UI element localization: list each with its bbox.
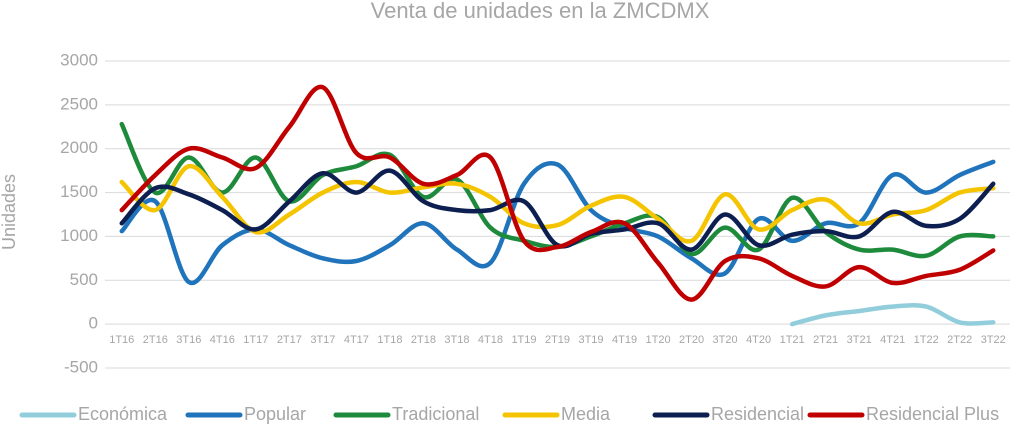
y-tick-label: 1000 bbox=[60, 226, 98, 245]
series-line bbox=[119, 168, 996, 252]
legend-label: Popular bbox=[244, 404, 306, 424]
x-tick-label: 1T20 bbox=[646, 334, 671, 346]
y-tick-label: 0 bbox=[89, 314, 98, 333]
x-tick-label: 1T18 bbox=[377, 334, 402, 346]
y-tick-label: 2000 bbox=[60, 138, 98, 157]
chart-title: Venta de unidades en la ZMCDMX bbox=[371, 0, 710, 23]
x-tick-label: 1T22 bbox=[914, 334, 939, 346]
x-tick-label: 4T20 bbox=[746, 334, 771, 346]
x-tick-label: 4T18 bbox=[478, 334, 503, 346]
legend-label: Tradicional bbox=[392, 404, 479, 424]
x-tick-label: 1T19 bbox=[511, 334, 536, 346]
y-tick-label: 1500 bbox=[60, 182, 98, 201]
y-tick-label: -500 bbox=[64, 357, 98, 376]
x-tick-label: 3T18 bbox=[444, 334, 469, 346]
x-tick-label: 2T17 bbox=[277, 334, 302, 346]
x-tick-label: 3T22 bbox=[981, 334, 1006, 346]
x-tick-label: 4T17 bbox=[344, 334, 369, 346]
x-tick-label: 2T19 bbox=[545, 334, 570, 346]
legend-label: Residencial bbox=[711, 404, 804, 424]
legend-label: Residencial Plus bbox=[866, 404, 999, 424]
x-tick-label: 3T17 bbox=[310, 334, 335, 346]
x-tick-label: 2T21 bbox=[813, 334, 838, 346]
y-tick-label: 3000 bbox=[60, 50, 98, 69]
x-tick-label: 2T16 bbox=[143, 334, 168, 346]
series-line bbox=[119, 84, 996, 302]
series-line bbox=[789, 303, 996, 327]
x-tick-label: 2T20 bbox=[679, 334, 704, 346]
x-tick-label: 1T17 bbox=[243, 334, 268, 346]
series-line bbox=[119, 164, 996, 244]
y-tick-label: 500 bbox=[70, 270, 98, 289]
x-tick-label: 4T16 bbox=[210, 334, 235, 346]
x-tick-label: 4T21 bbox=[880, 334, 905, 346]
y-axis-label: Unidades bbox=[0, 174, 19, 250]
x-tick-label: 2T18 bbox=[411, 334, 436, 346]
x-tick-label: 3T16 bbox=[176, 334, 201, 346]
x-tick-label: 4T19 bbox=[612, 334, 637, 346]
legend-label: Económica bbox=[78, 404, 168, 424]
x-tick-label: 3T20 bbox=[713, 334, 738, 346]
x-tick-label: 1T21 bbox=[780, 334, 805, 346]
x-tick-label: 3T19 bbox=[578, 334, 603, 346]
x-tick-label: 1T16 bbox=[109, 334, 134, 346]
x-tick-label: 3T21 bbox=[847, 334, 872, 346]
legend-label: Media bbox=[561, 404, 611, 424]
x-tick-label: 2T22 bbox=[947, 334, 972, 346]
y-tick-label: 2500 bbox=[60, 94, 98, 113]
